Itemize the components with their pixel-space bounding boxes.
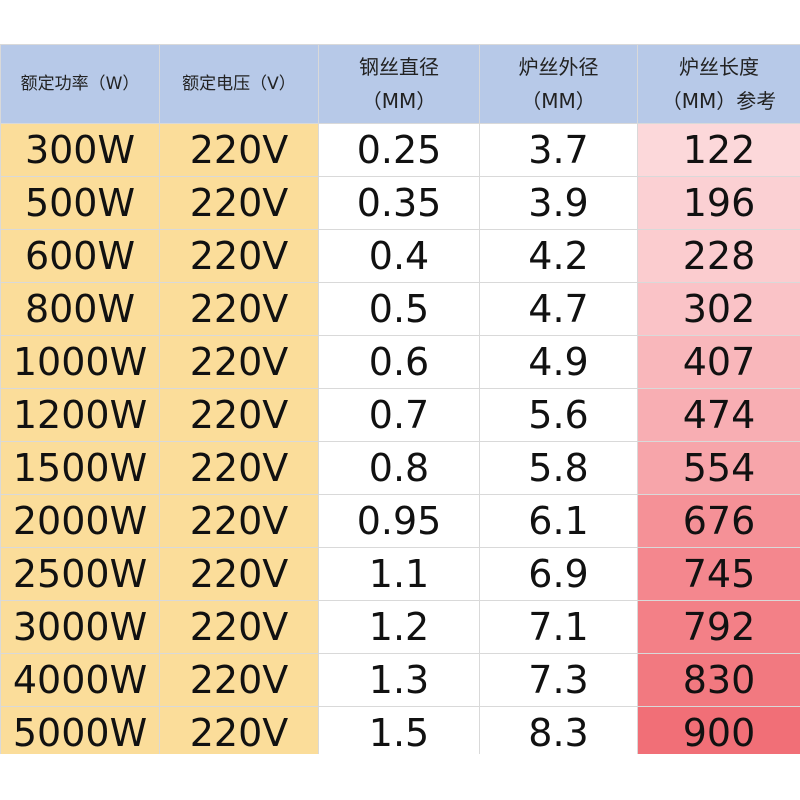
coil-length-cell: 474 [637,388,800,442]
coil-outer-diameter-cell: 3.9 [479,176,638,230]
power-cell: 300W [0,123,160,177]
header-label: （MM） [361,89,437,113]
header-rated-voltage: 额定电压（V） [159,44,319,124]
header-label: （MM）参考 [661,89,777,113]
coil-outer-diameter-cell: 4.7 [479,282,638,336]
voltage-cell: 220V [159,441,319,495]
coil-outer-diameter-cell: 6.1 [479,494,638,548]
header-coil-outer-diameter: 炉丝外径 （MM） [479,44,638,124]
power-cell: 1500W [0,441,160,495]
voltage-cell: 220V [159,600,319,654]
table-row: 2500W 220V 1.1 6.9 745 [0,547,800,601]
coil-length-cell: 122 [637,123,800,177]
wire-diameter-cell: 0.35 [318,176,480,230]
table-row: 300W 220V 0.25 3.7 122 [0,123,800,177]
power-cell: 3000W [0,600,160,654]
power-cell: 500W [0,176,160,230]
coil-length-cell: 900 [637,706,800,760]
wire-diameter-cell: 1.1 [318,547,480,601]
coil-length-cell: 228 [637,229,800,283]
coil-outer-diameter-cell: 5.6 [479,388,638,442]
voltage-cell: 220V [159,706,319,760]
coil-outer-diameter-cell: 6.9 [479,547,638,601]
header-label: 炉丝外径 [518,55,599,79]
table-row: 4000W 220V 1.3 7.3 830 [0,653,800,707]
table-row: 800W 220V 0.5 4.7 302 [0,282,800,336]
voltage-cell: 220V [159,388,319,442]
coil-outer-diameter-cell: 5.8 [479,441,638,495]
header-coil-length: 炉丝长度 （MM）参考 [637,44,800,124]
coil-length-cell: 554 [637,441,800,495]
table-body: 300W 220V 0.25 3.7 122 500W 220V 0.35 3.9 196 600W… [0,123,800,760]
wire-diameter-cell: 0.95 [318,494,480,548]
coil-outer-diameter-cell: 7.3 [479,653,638,707]
coil-outer-diameter-cell: 4.9 [479,335,638,389]
table-row: 500W 220V 0.35 3.9 196 [0,176,800,230]
header-label: 炉丝长度 [679,55,759,79]
voltage-cell: 220V [159,176,319,230]
coil-length-cell: 745 [637,547,800,601]
power-cell: 4000W [0,653,160,707]
voltage-cell: 220V [159,494,319,548]
voltage-cell: 220V [159,282,319,336]
wire-diameter-cell: 0.6 [318,335,480,389]
table-row: 1000W 220V 0.6 4.9 407 [0,335,800,389]
header-label: 额定电压（V） [182,74,296,94]
coil-length-cell: 302 [637,282,800,336]
wire-diameter-cell: 0.25 [318,123,480,177]
coil-length-cell: 407 [637,335,800,389]
voltage-cell: 220V [159,229,319,283]
coil-outer-diameter-cell: 3.7 [479,123,638,177]
coil-outer-diameter-cell: 8.3 [479,706,638,760]
power-cell: 1200W [0,388,160,442]
power-cell: 1000W [0,335,160,389]
header-label: 钢丝直径 [359,55,439,79]
power-cell: 2000W [0,494,160,548]
coil-outer-diameter-cell: 7.1 [479,600,638,654]
table-row: 2000W 220V 0.95 6.1 676 [0,494,800,548]
voltage-cell: 220V [159,653,319,707]
header-wire-diameter: 钢丝直径 （MM） [318,44,480,124]
coil-length-cell: 196 [637,176,800,230]
voltage-cell: 220V [159,547,319,601]
table-row: 600W 220V 0.4 4.2 228 [0,229,800,283]
wire-diameter-cell: 0.5 [318,282,480,336]
wire-diameter-cell: 1.2 [318,600,480,654]
coil-length-cell: 676 [637,494,800,548]
table-row: 5000W 220V 1.5 8.3 900 [0,706,800,760]
table-row: 1200W 220V 0.7 5.6 474 [0,388,800,442]
bottom-margin [0,754,800,800]
wire-diameter-cell: 0.7 [318,388,480,442]
voltage-cell: 220V [159,335,319,389]
spec-table: 额定功率（W） 额定电压（V） 钢丝直径 （MM） 炉丝外径 （MM） 炉丝长度 （MM）参考… [0,44,800,760]
power-cell: 800W [0,282,160,336]
coil-outer-diameter-cell: 4.2 [479,229,638,283]
header-row: 额定功率（W） 额定电压（V） 钢丝直径 （MM） 炉丝外径 （MM） 炉丝长度 （MM）参考 [0,44,800,124]
wire-diameter-cell: 0.8 [318,441,480,495]
header-rated-power: 额定功率（W） [0,44,160,124]
voltage-cell: 220V [159,123,319,177]
power-cell: 2500W [0,547,160,601]
wire-diameter-cell: 0.4 [318,229,480,283]
coil-length-cell: 830 [637,653,800,707]
power-cell: 5000W [0,706,160,760]
table-row: 1500W 220V 0.8 5.8 554 [0,441,800,495]
table-row: 3000W 220V 1.2 7.1 792 [0,600,800,654]
header-label: 额定功率（W） [20,74,140,94]
power-cell: 600W [0,229,160,283]
wire-diameter-cell: 1.5 [318,706,480,760]
header-label: （MM） [521,89,596,113]
wire-diameter-cell: 1.3 [318,653,480,707]
coil-length-cell: 792 [637,600,800,654]
